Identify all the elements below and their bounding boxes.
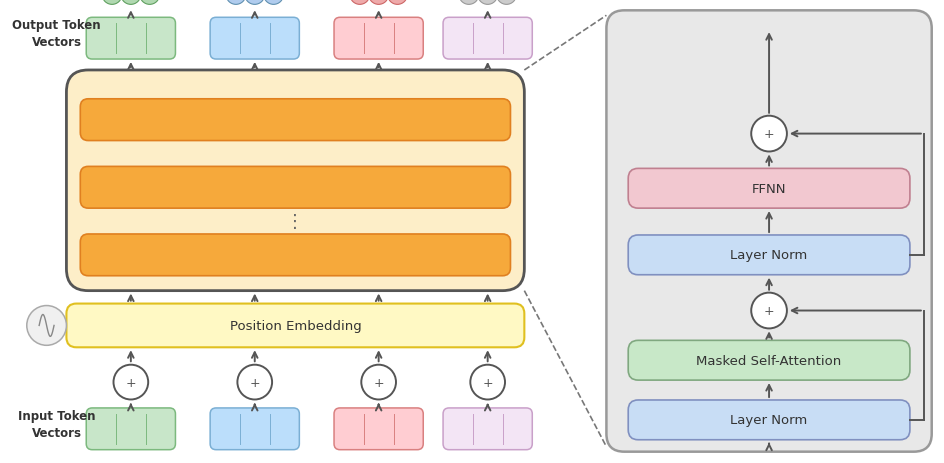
Circle shape xyxy=(361,365,396,400)
Circle shape xyxy=(263,0,283,6)
Circle shape xyxy=(478,0,497,6)
FancyBboxPatch shape xyxy=(628,400,909,440)
Text: Output Token
Vectors: Output Token Vectors xyxy=(12,19,101,49)
Text: +: + xyxy=(373,376,383,389)
FancyBboxPatch shape xyxy=(86,408,176,450)
Circle shape xyxy=(387,0,407,6)
Text: Decoder Block: Decoder Block xyxy=(247,249,344,262)
Circle shape xyxy=(368,0,388,6)
FancyBboxPatch shape xyxy=(628,169,909,209)
Text: FFNN: FFNN xyxy=(751,182,785,195)
Text: ⋮: ⋮ xyxy=(286,213,304,231)
FancyBboxPatch shape xyxy=(66,71,524,291)
FancyBboxPatch shape xyxy=(606,11,931,452)
Circle shape xyxy=(244,0,264,6)
Text: Masked Self-Attention: Masked Self-Attention xyxy=(696,354,841,367)
Circle shape xyxy=(226,0,245,6)
FancyBboxPatch shape xyxy=(628,341,909,380)
Circle shape xyxy=(459,0,479,6)
FancyBboxPatch shape xyxy=(80,167,510,209)
Text: +: + xyxy=(481,376,493,389)
Text: Input Token
Vectors: Input Token Vectors xyxy=(18,409,95,439)
Text: +: + xyxy=(249,376,260,389)
Text: +: + xyxy=(763,304,773,317)
FancyBboxPatch shape xyxy=(80,100,510,141)
Circle shape xyxy=(26,306,66,345)
Circle shape xyxy=(496,0,515,6)
Text: Decoder Block: Decoder Block xyxy=(247,114,344,127)
Circle shape xyxy=(113,365,148,400)
Circle shape xyxy=(750,293,786,329)
Circle shape xyxy=(349,0,369,6)
Text: Layer Norm: Layer Norm xyxy=(730,249,807,262)
Circle shape xyxy=(750,116,786,152)
FancyBboxPatch shape xyxy=(333,18,423,60)
Text: +: + xyxy=(126,376,136,389)
Circle shape xyxy=(237,365,272,400)
FancyBboxPatch shape xyxy=(86,18,176,60)
FancyBboxPatch shape xyxy=(66,304,524,348)
FancyBboxPatch shape xyxy=(443,18,531,60)
Text: Decoder Block: Decoder Block xyxy=(247,181,344,194)
FancyBboxPatch shape xyxy=(628,236,909,275)
FancyBboxPatch shape xyxy=(210,408,299,450)
Circle shape xyxy=(121,0,141,6)
FancyBboxPatch shape xyxy=(333,408,423,450)
FancyBboxPatch shape xyxy=(443,408,531,450)
Text: Layer Norm: Layer Norm xyxy=(730,413,807,426)
FancyBboxPatch shape xyxy=(80,234,510,276)
Circle shape xyxy=(102,0,122,6)
Circle shape xyxy=(140,0,160,6)
Text: Position Embedding: Position Embedding xyxy=(229,319,361,332)
Circle shape xyxy=(470,365,504,400)
FancyBboxPatch shape xyxy=(210,18,299,60)
Text: +: + xyxy=(763,128,773,141)
